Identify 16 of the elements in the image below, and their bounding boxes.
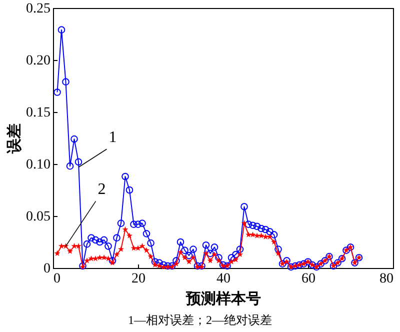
annotation: 2 [98,181,106,198]
x-tick-label: 0 [54,272,60,286]
y-tick-label: 0 [44,262,50,276]
x-tick-label: 80 [380,272,394,286]
x-axis-title: 预测样本号 [185,290,261,308]
x-tick-label: 20 [132,272,146,286]
y-axis-title: 误差 [5,124,23,154]
y-tick-label: 0.15 [26,106,50,120]
text: 1—相对误差；2—绝对误差 [127,312,273,329]
y-tick-label: 0.25 [26,2,50,16]
y-tick-label: 0.20 [26,54,50,68]
y-tick-label: 0.10 [26,158,50,172]
y-tick-label: 0.05 [26,210,50,224]
annotation: 1 [108,129,117,146]
x-tick-label: 40 [216,272,230,286]
x-tick-label: 60 [302,272,316,286]
